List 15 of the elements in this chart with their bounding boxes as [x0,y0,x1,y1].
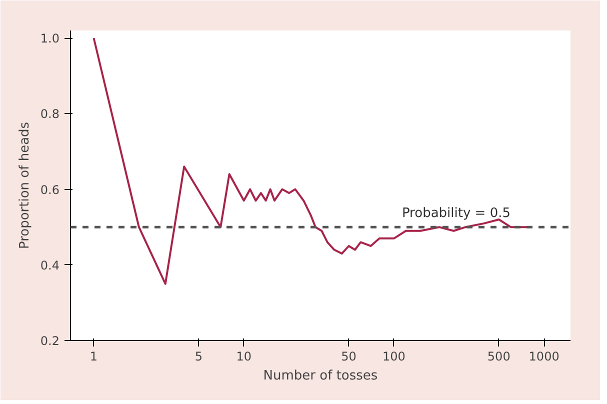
x-tick-label: 10 [236,350,252,364]
y-axis-title: Proportion of heads [17,122,32,250]
x-tick-label: 1 [90,350,98,364]
ref-line-label: Probability = 0.5 [402,206,511,222]
x-tick-label: 50 [341,350,356,364]
x-tick-label: 500 [487,350,510,364]
y-tick-label: 1.0 [40,32,60,46]
y-tick-label: 0.8 [40,107,60,122]
y-tick-label: 0.6 [40,182,60,197]
y-tick-label: 0.2 [40,334,60,348]
x-tick-label: 5 [194,350,202,364]
x-tick-label: 100 [382,350,406,364]
x-axis-title: Number of tosses [263,368,378,384]
y-tick-label: 0.4 [40,258,60,272]
x-tick-label: 1000 [528,350,560,364]
